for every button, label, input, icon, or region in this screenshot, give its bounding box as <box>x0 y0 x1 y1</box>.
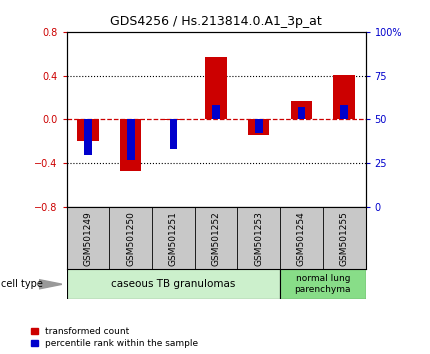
Polygon shape <box>39 280 62 289</box>
Title: GDS4256 / Hs.213814.0.A1_3p_at: GDS4256 / Hs.213814.0.A1_3p_at <box>110 15 322 28</box>
Bar <box>206 57 227 120</box>
Text: GSM501250: GSM501250 <box>126 211 135 266</box>
Bar <box>291 101 312 120</box>
Text: GSM501249: GSM501249 <box>83 211 92 266</box>
Bar <box>334 75 355 120</box>
Text: cell type: cell type <box>1 279 43 289</box>
Bar <box>120 120 141 171</box>
Bar <box>84 120 92 154</box>
Bar <box>77 120 98 141</box>
Bar <box>169 120 177 149</box>
Bar <box>340 105 348 120</box>
Text: GSM501254: GSM501254 <box>297 211 306 266</box>
Bar <box>255 120 263 133</box>
Legend: transformed count, percentile rank within the sample: transformed count, percentile rank withi… <box>30 326 199 349</box>
Bar <box>212 105 220 120</box>
Bar <box>248 120 270 135</box>
Text: GSM501253: GSM501253 <box>254 211 263 266</box>
Text: normal lung
parenchyma: normal lung parenchyma <box>295 274 351 294</box>
Text: GSM501251: GSM501251 <box>169 211 178 266</box>
Text: GSM501255: GSM501255 <box>340 211 349 266</box>
Bar <box>298 107 305 120</box>
Bar <box>67 269 280 299</box>
Bar <box>127 120 135 160</box>
Bar <box>280 269 366 299</box>
Text: GSM501252: GSM501252 <box>212 211 221 266</box>
Text: caseous TB granulomas: caseous TB granulomas <box>111 279 236 289</box>
